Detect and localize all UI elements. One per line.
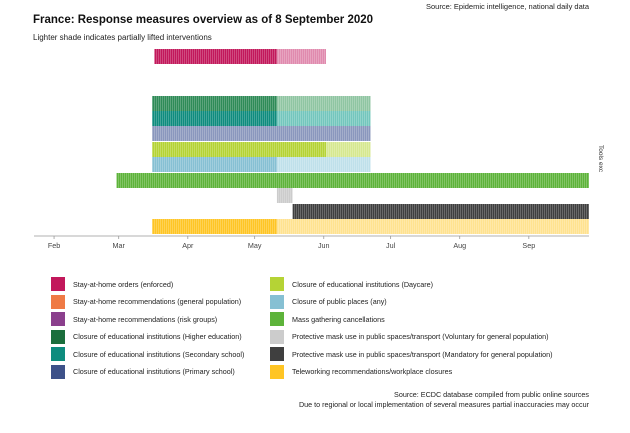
legend-item: Closure of educational institutions (Pri… <box>51 364 235 379</box>
x-tick-label: Apr <box>182 241 194 250</box>
bar-partial-segment-texture <box>276 111 371 126</box>
legend-swatch <box>270 312 284 326</box>
bar-full-segment-texture <box>154 49 277 64</box>
bar-full-segment-texture <box>152 96 277 111</box>
chart-title: France: Response measures overview as of… <box>33 14 374 26</box>
bar-full-segment-texture <box>152 111 277 126</box>
legend-item: Closure of educational institutions (Sec… <box>51 347 244 361</box>
legend-item: Stay-at-home recommendations (general po… <box>51 294 242 309</box>
bar-partial-segment-texture <box>276 157 371 172</box>
bar-full-segment-texture <box>152 157 277 172</box>
bar-row <box>152 219 589 234</box>
legend-label: Stay-at-home recommendations (risk group… <box>73 314 218 324</box>
source-line-1: Source: ECDC database compiled from publ… <box>394 390 589 399</box>
legend-label: Stay-at-home recommendations (general po… <box>73 297 242 306</box>
legend-item: Stay-at-home recommendations (risk group… <box>51 312 217 326</box>
legend-swatch <box>270 364 284 379</box>
legend-label: Protective mask use in public spaces/tra… <box>292 332 549 341</box>
legend-swatch <box>270 329 284 344</box>
bar-full-segment-texture <box>276 188 293 203</box>
x-tick-label: May <box>248 241 262 250</box>
legend-swatch <box>51 364 65 379</box>
bar-full-segment-texture <box>116 173 589 188</box>
bar-full-segment-texture <box>152 142 326 157</box>
legend-label: Closure of educational institutions (Day… <box>292 279 434 289</box>
bar-row <box>152 126 371 141</box>
legend-label: Stay-at-home orders (enforced) <box>73 279 174 289</box>
bar-row <box>152 111 371 126</box>
bar-partial-segment-texture <box>325 142 371 157</box>
legend-item: Protective mask use in public spaces/tra… <box>270 329 549 344</box>
legend-label: Closure of educational institutions (Pri… <box>73 367 235 376</box>
legend-label: Teleworking recommendations/workplace cl… <box>292 367 453 376</box>
legend-item: Mass gathering cancellations <box>270 312 385 326</box>
source-line-2: Due to regional or local implementation … <box>298 399 589 409</box>
legend-item: Teleworking recommendations/workplace cl… <box>270 364 453 379</box>
legend-label: Closure of public places (any) <box>292 297 387 306</box>
x-tick-label: Sep <box>522 241 535 250</box>
source-note-top: Source: Epidemic intelligence, national … <box>425 2 589 11</box>
x-tick-label: Aug <box>453 241 466 250</box>
timeline-chart: Feb Mar Apr May Jun Jul Aug Sep <box>34 49 589 250</box>
legend-swatch <box>270 347 284 361</box>
legend-item: Closure of educational institutions (Hig… <box>51 329 242 344</box>
legend-swatch <box>270 294 284 309</box>
bar-partial-segment-texture <box>276 126 371 141</box>
bar-row <box>116 173 589 188</box>
legend-swatch <box>51 329 65 344</box>
legend-item: Protective mask use in public spaces/tra… <box>270 347 552 361</box>
bar-row <box>152 157 371 172</box>
bar-partial-segment-texture <box>276 96 371 111</box>
legend-label: Mass gathering cancellations <box>292 314 385 324</box>
legend-swatch <box>51 312 65 326</box>
legend-swatch <box>51 347 65 361</box>
bar-row <box>276 188 293 203</box>
legend-label: Closure of educational institutions (Hig… <box>73 332 242 341</box>
legend-item: Closure of educational institutions (Day… <box>270 277 433 291</box>
bar-row <box>152 96 371 111</box>
legend: Stay-at-home orders (enforced) Stay-at-ho… <box>51 277 571 381</box>
legend-swatch <box>51 294 65 309</box>
legend-swatch <box>270 277 284 291</box>
bar-full-segment-texture <box>292 204 589 219</box>
x-tick-label: Jun <box>318 241 330 250</box>
bar-full-segment-texture <box>152 126 277 141</box>
bar-partial-segment-texture <box>276 49 326 64</box>
bar-row <box>292 204 589 219</box>
x-tick-label: Mar <box>113 241 126 250</box>
legend-label: Closure of educational institutions (Sec… <box>73 349 245 359</box>
x-tick-label: Feb <box>48 241 60 250</box>
source-note-bottom: Source: ECDC database compiled from publ… <box>299 390 589 409</box>
x-tick-label: Jul <box>386 241 396 250</box>
legend-item: Closure of public places (any) <box>270 294 387 309</box>
bar-row <box>154 49 326 64</box>
legend-item: Stay-at-home orders (enforced) <box>51 277 173 291</box>
legend-label: Protective mask use in public spaces/tra… <box>292 349 553 359</box>
legend-swatch <box>51 277 65 291</box>
chart-subtitle: Lighter shade indicates partially lifted… <box>33 33 212 42</box>
bar-full-segment-texture <box>152 219 277 234</box>
bar-row <box>152 142 371 157</box>
bar-partial-segment-texture <box>276 219 589 234</box>
